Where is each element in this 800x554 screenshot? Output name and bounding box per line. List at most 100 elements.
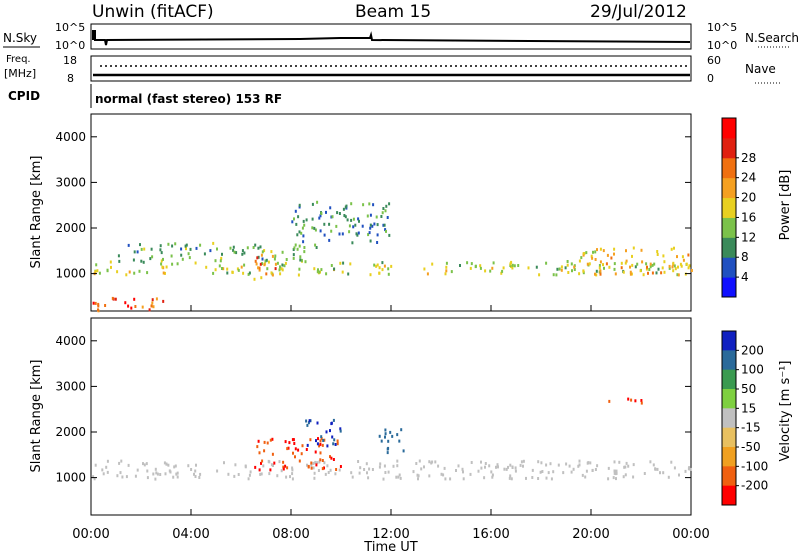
range-cell	[491, 473, 494, 477]
range-cell	[132, 258, 135, 262]
range-cell	[357, 231, 360, 235]
range-cell	[282, 460, 285, 464]
range-cell	[263, 449, 266, 453]
range-cell	[379, 462, 382, 466]
range-cell	[298, 230, 301, 234]
range-cell	[358, 471, 361, 475]
range-cell	[252, 246, 255, 249]
range-cell	[663, 260, 666, 264]
range-cell	[318, 460, 321, 464]
range-cell	[136, 250, 139, 254]
range-cell	[517, 264, 520, 267]
range-cell	[510, 477, 513, 481]
range-cell	[634, 265, 637, 269]
range-cell	[608, 265, 611, 269]
range-cell	[329, 468, 332, 472]
range-cell	[513, 264, 516, 268]
range-cell	[599, 247, 602, 251]
range-cell	[613, 469, 616, 473]
range-cell	[314, 243, 317, 247]
range-cell	[354, 223, 357, 227]
range-cell	[477, 469, 480, 473]
range-cell	[119, 471, 122, 475]
x-tick-label: 04:00	[172, 527, 209, 542]
range-cell	[359, 466, 362, 470]
range-cell	[591, 468, 594, 472]
colorbar-tick-label: 200	[741, 343, 764, 357]
range-cell	[199, 243, 202, 247]
range-cell	[318, 270, 321, 274]
range-cell	[510, 260, 513, 264]
range-cell	[657, 267, 660, 271]
range-cell	[417, 477, 419, 481]
colorbar-tick-label: -15	[741, 421, 761, 435]
range-cell	[338, 468, 341, 472]
range-cell	[280, 267, 283, 271]
range-cell	[368, 231, 371, 235]
range-cell	[376, 223, 379, 227]
range-cell	[249, 470, 252, 474]
range-cell	[308, 419, 311, 423]
range-cell	[216, 469, 219, 473]
range-cell	[640, 401, 643, 405]
range-cell	[330, 229, 333, 233]
range-cell	[170, 254, 173, 258]
range-cell	[244, 465, 247, 469]
range-cell	[106, 459, 109, 463]
range-cell	[622, 270, 625, 274]
range-cell	[426, 272, 429, 276]
range-cell	[560, 268, 563, 272]
colorbar-tick-label: 12	[741, 230, 756, 244]
range-cell	[522, 459, 525, 463]
range-cell	[505, 467, 508, 471]
range-cell	[420, 467, 423, 471]
range-cell	[540, 461, 543, 465]
range-cell	[580, 256, 583, 260]
range-cell	[105, 465, 108, 469]
colorbar-segment	[722, 408, 736, 429]
range-cell	[134, 474, 137, 478]
colorbar-segment	[722, 118, 736, 139]
range-cell	[311, 217, 314, 221]
range-cell	[423, 267, 426, 271]
range-cell	[330, 456, 333, 460]
range-cell	[578, 459, 581, 463]
range-cell	[315, 439, 317, 443]
range-cell	[256, 256, 259, 260]
range-cell	[138, 269, 141, 273]
range-cell	[497, 465, 499, 469]
range-cell	[301, 226, 304, 230]
range-cell	[509, 264, 512, 267]
range-cell	[278, 460, 281, 464]
range-cell	[457, 464, 460, 468]
range-cell	[194, 475, 197, 478]
range-cell	[176, 471, 179, 475]
range-cell	[194, 261, 197, 265]
range-cell	[253, 277, 256, 281]
range-cell	[343, 214, 346, 217]
range-cell	[101, 468, 104, 472]
range-cell	[381, 261, 384, 265]
range-cell	[265, 272, 268, 276]
range-cell	[662, 471, 665, 475]
range-cell	[552, 470, 555, 474]
range-cell	[613, 267, 616, 271]
range-cell	[260, 276, 263, 280]
freq-label: Freq.	[6, 54, 31, 65]
range-cell	[288, 441, 291, 445]
range-cell	[291, 220, 294, 224]
range-cell	[387, 439, 390, 443]
range-cell	[369, 239, 372, 243]
range-cell	[160, 262, 163, 266]
range-cell	[155, 297, 158, 301]
colorbar-segment	[722, 331, 736, 351]
range-cell	[270, 271, 273, 275]
range-cell	[613, 252, 615, 256]
range-cell	[660, 271, 663, 275]
range-cell	[321, 467, 324, 471]
nsky-trace	[92, 30, 691, 46]
range-cell	[537, 477, 540, 480]
range-cell	[110, 265, 112, 269]
range-cell	[670, 247, 673, 251]
range-cell	[139, 243, 141, 247]
